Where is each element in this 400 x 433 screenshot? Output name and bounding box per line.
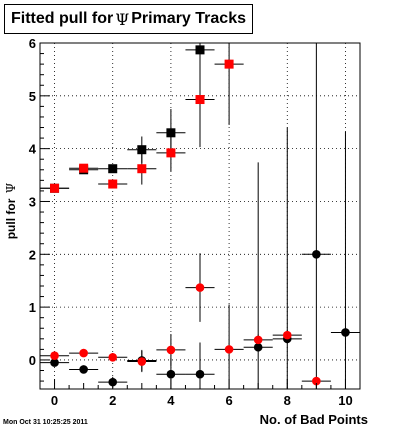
data-point-square: [166, 148, 176, 158]
y-axis-label: pull for Ψ: [4, 165, 18, 255]
y-tick-label: 0: [29, 353, 36, 368]
chart-title-prefix: Fitted pull for: [11, 10, 114, 27]
x-tick-label: 8: [284, 393, 291, 408]
data-point-square: [79, 163, 89, 173]
data-point-square: [195, 95, 205, 105]
data-point-square: [108, 179, 118, 189]
chart-title: Fitted pull for Ψ Primary Tracks: [4, 4, 253, 34]
data-point-square: [137, 145, 147, 155]
axes: 0 2 4 6 8 10 0 1 2 3 4 5 6: [29, 36, 353, 408]
data-point-circle: [195, 283, 205, 292]
y-tick-label: 3: [29, 194, 36, 209]
data-point-circle: [253, 342, 263, 352]
y-tick-label: 4: [29, 142, 37, 157]
data-point-circle: [341, 328, 350, 337]
data-point-circle: [253, 335, 263, 345]
series-4: [40, 253, 331, 389]
data-point-circle: [224, 345, 234, 354]
x-tick-label: 2: [109, 393, 116, 408]
x-tick-label: 10: [338, 393, 352, 408]
y-tick-label: 2: [29, 247, 36, 262]
data-point-circle: [79, 348, 88, 358]
data-series: [40, 43, 360, 389]
x-axis-label: No. of Bad Points: [259, 412, 368, 427]
data-point-circle: [50, 358, 59, 367]
data-point-circle: [50, 351, 59, 361]
data-point-circle: [137, 357, 147, 366]
data-point-square: [166, 128, 176, 138]
data-point-circle: [312, 376, 321, 386]
x-tick-label: 4: [167, 393, 175, 408]
data-point-square: [108, 164, 118, 174]
data-point-circle: [282, 330, 292, 340]
data-point-circle: [108, 353, 118, 362]
data-point-square: [137, 164, 147, 174]
y-tick-label: 1: [29, 300, 36, 315]
data-point-square: [50, 183, 60, 193]
y-tick-label: 5: [29, 89, 36, 104]
x-tick-label: 6: [225, 393, 232, 408]
series-1: [40, 43, 215, 193]
chart-title-suffix: Primary Tracks: [131, 10, 246, 27]
timestamp: Mon Oct 31 10:25:25 2011: [3, 419, 88, 426]
chart-title-symbol: Ψ: [115, 9, 130, 29]
data-point-circle: [79, 365, 88, 374]
data-point-circle: [166, 345, 176, 355]
series-2: [40, 43, 244, 193]
data-point-square: [195, 45, 205, 55]
data-point-circle: [195, 369, 205, 379]
y-axis-label-prefix: pull for: [4, 198, 18, 240]
y-axis-label-symbol: Ψ: [4, 182, 18, 194]
data-point-circle: [312, 249, 321, 259]
y-tick-label: 6: [29, 36, 36, 51]
data-point-square: [224, 59, 234, 69]
x-tick-label: 0: [51, 393, 58, 408]
data-point-circle: [166, 369, 176, 379]
